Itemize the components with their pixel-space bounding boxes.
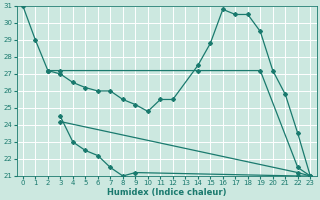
X-axis label: Humidex (Indice chaleur): Humidex (Indice chaleur) bbox=[107, 188, 226, 197]
